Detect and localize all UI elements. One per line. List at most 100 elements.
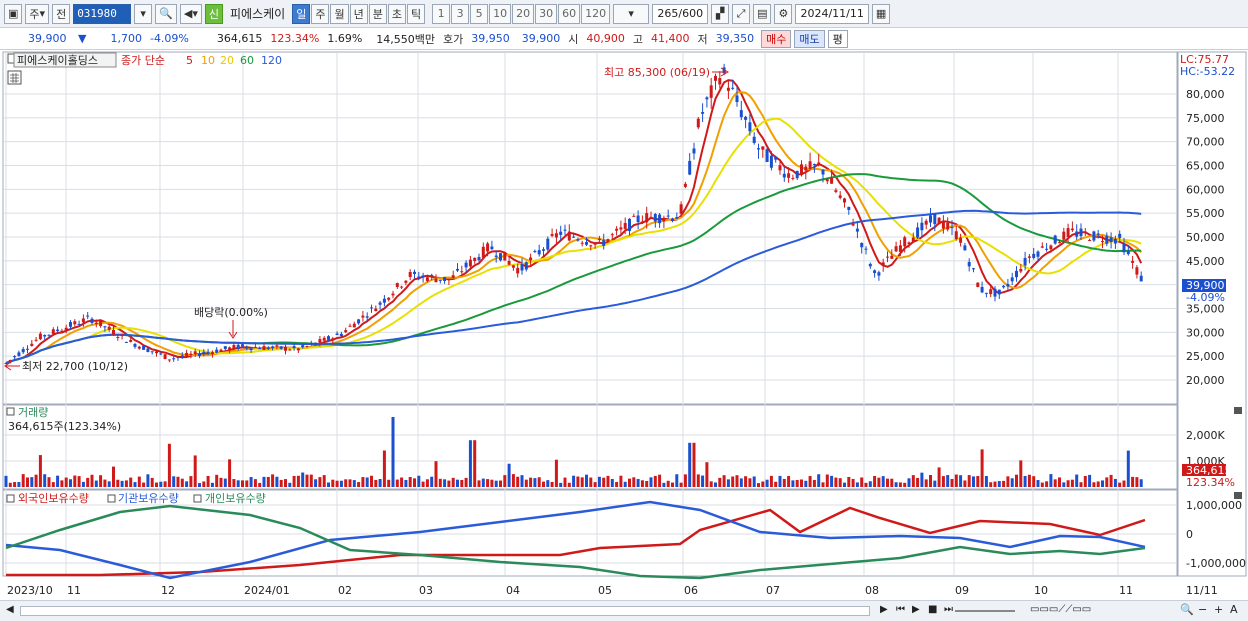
candle-body [752,136,756,143]
table-icon[interactable] [7,70,22,85]
candle-body [597,238,601,241]
interval-button-1[interactable]: 3 [451,3,470,24]
candle-body [705,97,709,100]
candle-body [929,215,932,223]
type-select[interactable]: 주 ▾ [25,3,50,24]
candle-body [30,343,34,346]
minus-icon[interactable]: − [1198,603,1208,616]
candle-body [116,337,120,339]
volume-bar [447,480,451,487]
volume-close-icon[interactable] [1234,407,1242,414]
candle-body [1040,246,1044,248]
volume-bar [395,479,399,487]
volume-bar [284,479,287,487]
stock-chart[interactable]: 80,000 75,000 70,000 65,000 60,000 55,000 50,0… [0,50,1248,600]
rewind-icon[interactable]: ⏮ [896,604,905,615]
interval-button-5[interactable]: 30 [535,3,558,24]
volume-bar [167,443,171,487]
interval-button-4[interactable]: 20 [512,3,535,24]
legend-ma5[interactable]: 5 [186,54,193,67]
interval-button-6[interactable]: 60 [558,3,581,24]
interval-button-3[interactable]: 10 [489,3,512,24]
candle-body [142,345,146,350]
period-button-4[interactable]: 분 [368,3,387,24]
candle-body [468,259,472,267]
period-button-5[interactable]: 초 [387,3,406,24]
candle-body [232,345,236,349]
scroll-left-icon[interactable]: ◀ [6,604,14,615]
candle-body [1006,284,1010,287]
candle-body [1126,251,1130,255]
volume-bar [787,476,791,487]
volume-bar [1092,482,1096,487]
holding-menu-icon[interactable] [6,494,15,503]
date-field[interactable]: 2024/11/11 [795,3,869,24]
buy-button[interactable]: 매수 [761,29,792,48]
volume-bar [314,479,318,487]
period-button-1[interactable]: 주 [311,3,330,24]
font-size-icon[interactable]: A [1230,603,1238,616]
search-icon[interactable]: 🔍 [155,3,177,24]
scroll-track[interactable] [20,606,870,616]
candle-body [898,245,902,252]
sell-button[interactable]: 매도 [794,29,825,48]
candle-body [120,334,124,337]
price-y-tick: 25,000 [1186,350,1225,363]
interval-button-7[interactable]: 120 [581,3,611,24]
volume-bar [292,475,296,487]
candle-body [812,164,816,166]
volume-bar [210,482,214,487]
holding-close-icon[interactable] [1234,492,1242,499]
volume-bar [937,467,941,487]
chart-tool-icon[interactable]: ▞ [711,3,730,24]
candle-body [894,246,898,252]
play-icon[interactable]: ▶ [912,604,920,615]
count-field[interactable]: 265/600 [652,3,709,24]
volume-bar [1105,477,1109,487]
candle-body [950,227,954,229]
legend-ma60[interactable]: 60 [240,54,254,67]
stock-code-input[interactable] [73,3,132,24]
legend-ma20[interactable]: 20 [220,54,234,67]
speaker-icon[interactable]: ◀▾ [179,3,202,24]
volume-menu-icon[interactable] [6,407,15,416]
candle-body [649,216,653,218]
zoom-slider[interactable] [955,610,1015,612]
plus-icon[interactable]: + [1214,603,1224,616]
candle-body [997,289,1001,295]
legend-ma120[interactable]: 120 [261,54,282,67]
save-icon[interactable]: ▤ [753,3,772,24]
price-pct-tag: -4.09% [1186,291,1225,304]
calendar-icon[interactable]: ▦ [871,3,891,24]
period-button-3[interactable]: 년 [349,3,368,24]
volume-bar [791,480,795,487]
expand-icon[interactable]: ⤢ [732,3,751,24]
window-icon[interactable]: ▣ [4,3,23,24]
lc-label: LC:75.77 [1180,53,1229,66]
holding-toggle-icon-2[interactable] [193,494,202,503]
prev-button[interactable]: 전 [52,3,71,24]
candle-body [937,217,941,225]
volume-bar [993,481,997,487]
volume-bar [671,482,674,487]
volume-bar [232,479,236,487]
candle-body [378,302,382,305]
interval-button-0[interactable]: 1 [432,3,451,24]
interval-button-2[interactable]: 5 [470,3,489,24]
end-icon[interactable]: ⏭ [944,604,953,615]
scroll-right-icon[interactable]: ▶ [880,604,888,615]
volume-bar [615,481,619,487]
legend-ma10[interactable]: 10 [201,54,215,67]
period-button-2[interactable]: 월 [330,3,349,24]
stop-icon[interactable]: ■ [928,604,938,615]
volume-bar [103,479,107,487]
layout-icons[interactable]: ▭▭▭⟋⟋▭▭ [1030,604,1092,615]
code-dropdown-icon[interactable]: ▾ [134,3,153,24]
eval-button[interactable]: 평 [827,29,848,48]
gear-icon[interactable]: ⚙ [774,3,793,24]
zoom-out-icon[interactable]: 🔍 [1180,603,1194,616]
holding-toggle-icon[interactable] [107,494,116,503]
interval-dropdown[interactable]: ▾ [613,3,650,24]
period-button-0[interactable]: 일 [292,3,311,24]
period-button-6[interactable]: 틱 [406,3,426,24]
